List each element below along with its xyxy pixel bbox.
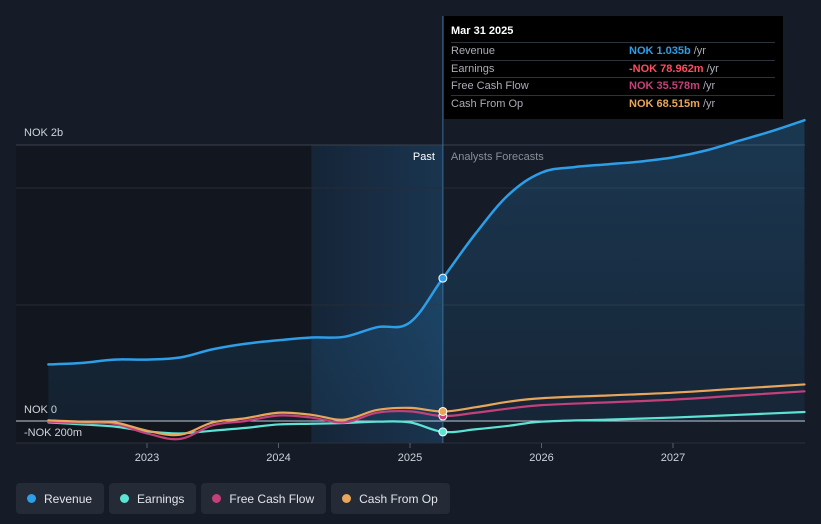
tooltip-label: Cash From Op: [451, 97, 524, 110]
series-lines: [47, 118, 806, 441]
legend-dot-icon: [27, 494, 36, 503]
earnings-marker: [438, 427, 448, 437]
legend: Revenue Earnings Free Cash Flow Cash Fro…: [16, 483, 450, 514]
x-tick-label: 2027: [661, 452, 685, 464]
tooltip-value: NOK 35.578m: [629, 80, 700, 92]
tooltip-label: Revenue: [451, 45, 496, 57]
free-cash-flow-line: [47, 390, 806, 441]
tooltip-unit: /yr: [702, 97, 716, 110]
cash-from-op-marker: [438, 406, 448, 416]
tooltip-row-cash-from-op: Cash From Op NOK 68.515m /yr: [451, 94, 775, 113]
tooltip: Mar 31 2025 Revenue NOK 1.035b /yr Earni…: [444, 16, 783, 119]
forecast-label: Analysts Forecasts: [451, 151, 544, 163]
legend-label: Earnings: [137, 491, 185, 506]
past-label: Past: [413, 151, 435, 163]
legend-item-cash-from-op[interactable]: Cash From Op: [331, 483, 450, 514]
legend-dot-icon: [212, 494, 222, 503]
tooltip-unit: /yr: [706, 62, 719, 75]
tooltip-date: Mar 31 2025: [451, 25, 514, 37]
y-axis-zero-label: NOK 0: [24, 404, 57, 416]
x-axis-ticks: 2023 2024 2025 2026 2027: [135, 443, 685, 464]
tooltip-value: -NOK 78.962m: [629, 62, 704, 75]
revenue-marker: [438, 273, 448, 283]
tooltip-row-revenue: Revenue NOK 1.035b /yr: [451, 42, 775, 60]
revenue-line: [47, 118, 806, 366]
tooltip-value: NOK 1.035b: [629, 45, 691, 57]
legend-item-free-cash-flow[interactable]: Free Cash Flow: [201, 483, 327, 514]
legend-label: Revenue: [44, 491, 93, 506]
x-tick-label: 2026: [529, 452, 553, 464]
legend-dot-icon: [120, 494, 130, 503]
x-tick-label: 2023: [135, 452, 159, 464]
cash-from-op-line: [47, 383, 806, 437]
tooltip-value: NOK 68.515m: [629, 97, 700, 110]
legend-item-earnings[interactable]: Earnings: [109, 483, 197, 514]
tooltip-row-earnings: Earnings -NOK 78.962m /yr: [451, 59, 775, 78]
x-tick-label: 2024: [266, 452, 290, 464]
legend-item-revenue[interactable]: Revenue: [16, 483, 105, 514]
x-tick-label: 2025: [398, 452, 422, 464]
y-axis-top-label: NOK 2b: [24, 127, 63, 139]
tooltip-row-free-cash-flow: Free Cash Flow NOK 35.578m /yr: [451, 77, 775, 95]
legend-label: Free Cash Flow: [229, 491, 315, 506]
legend-label: Cash From Op: [359, 491, 438, 506]
tooltip-label: Earnings: [451, 62, 495, 75]
tooltip-label: Free Cash Flow: [451, 80, 529, 92]
legend-dot-icon: [342, 494, 352, 503]
highlight-markers: [438, 273, 448, 437]
tooltip-unit: /yr: [693, 45, 706, 57]
tooltip-unit: /yr: [702, 80, 716, 92]
y-axis-bottom-label: -NOK 200m: [24, 427, 82, 439]
